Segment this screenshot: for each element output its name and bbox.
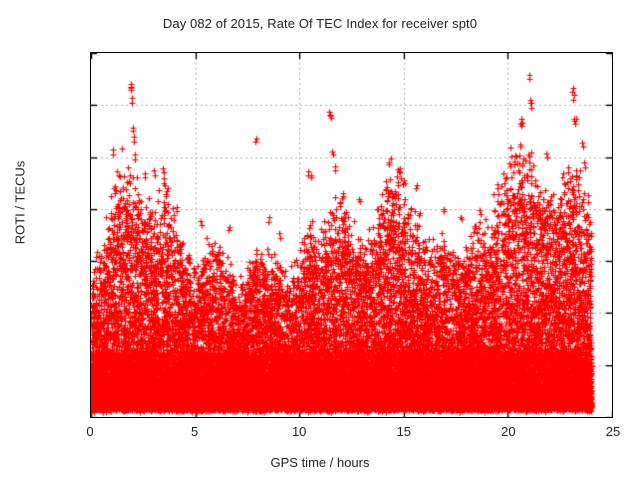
x-tick-label: 20 (501, 424, 516, 439)
x-axis-label: GPS time / hours (270, 455, 370, 470)
x-tick-label: 10 (291, 424, 307, 439)
y-axis-label: ROTI / TECUs (12, 160, 28, 245)
x-tick-label: 0 (86, 424, 94, 439)
x-tick-label: 5 (190, 424, 199, 439)
x-tick-label: 25 (605, 424, 621, 439)
chart-title: Day 082 of 2015, Rate Of TEC Index for r… (162, 16, 478, 31)
x-tick-label: 15 (396, 424, 412, 439)
data-points-layer (91, 53, 612, 417)
plot-area (90, 52, 613, 418)
